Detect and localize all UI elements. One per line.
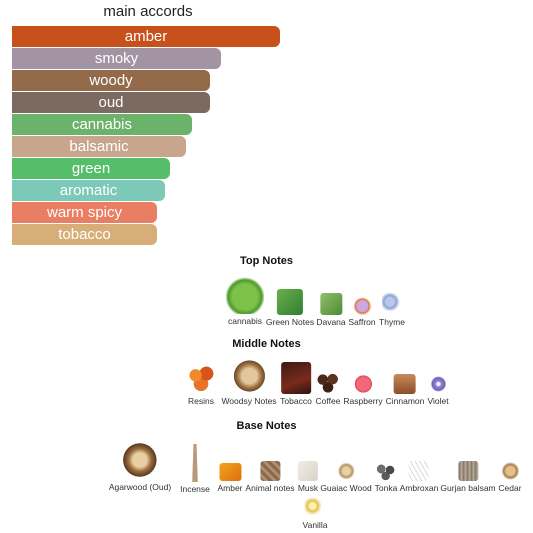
note-saffron[interactable]: Saffron — [348, 293, 376, 327]
note-incense[interactable]: Incense — [180, 440, 210, 494]
animal-notes-icon — [259, 461, 280, 481]
note-musk[interactable]: Musk — [298, 461, 318, 493]
note-label: Agarwood (Oud) — [108, 482, 172, 492]
accord-bar-amber[interactable]: amber — [12, 26, 280, 47]
accord-bar-warm-spicy[interactable]: warm spicy — [12, 202, 157, 223]
note-amber[interactable]: Amber — [217, 463, 243, 493]
thyme-icon — [381, 293, 402, 315]
accord-bar-aromatic[interactable]: aromatic — [12, 180, 165, 201]
note-label: Green Notes — [265, 317, 315, 327]
raspberry-icon — [353, 374, 373, 394]
amber-icon — [218, 463, 241, 481]
accord-label: oud — [98, 94, 124, 111]
accord-label: woody — [89, 72, 133, 89]
note-label: Raspberry — [343, 396, 383, 406]
note-cedar[interactable]: Cedar — [498, 461, 522, 493]
note-coffee[interactable]: Coffee — [315, 370, 341, 406]
tobacco-icon — [280, 362, 311, 394]
note-label: Cedar — [498, 483, 522, 493]
note-label: Tonka — [374, 483, 398, 493]
note-label: Animal notes — [245, 483, 295, 493]
note-label: Incense — [180, 484, 210, 494]
accord-label: smoky — [94, 50, 139, 67]
musk-icon — [298, 461, 318, 481]
note-tobacco[interactable]: Tobacco — [280, 362, 312, 406]
note-raspberry[interactable]: Raspberry — [343, 374, 383, 406]
saffron-icon — [351, 293, 372, 315]
resins-icon — [183, 360, 219, 394]
note-green-notes[interactable]: Green Notes — [266, 289, 314, 327]
note-label: Tobacco — [280, 396, 312, 406]
accord-label: green — [71, 160, 111, 177]
accord-label: amber — [124, 28, 168, 45]
base-notes-title: Base Notes — [236, 420, 297, 432]
ambroxan-icon — [409, 461, 429, 481]
accord-bar-balsamic[interactable]: balsamic — [12, 136, 186, 157]
agarwood-icon — [120, 440, 160, 480]
note-label: cannabis — [227, 316, 263, 326]
note-davana[interactable]: Davana — [316, 293, 346, 327]
note-tonka[interactable]: Tonka — [374, 461, 398, 493]
accord-bar-smoky[interactable]: smoky — [12, 48, 221, 69]
violet-icon — [427, 374, 448, 394]
note-ambroxan[interactable]: Ambroxan — [399, 461, 439, 493]
main-accords-title: main accords — [103, 3, 193, 20]
note-agarwood[interactable]: Agarwood (Oud) — [109, 440, 171, 492]
note-thyme[interactable]: Thyme — [379, 293, 405, 327]
cedar-icon — [499, 461, 521, 481]
accord-bar-green[interactable]: green — [12, 158, 170, 179]
note-label: Coffee — [315, 396, 341, 406]
coffee-icon — [315, 370, 341, 394]
note-label: Vanilla — [302, 520, 328, 530]
accord-label: tobacco — [58, 226, 111, 243]
note-violet[interactable]: Violet — [427, 374, 449, 406]
note-label: Ambroxan — [399, 483, 439, 493]
note-label: Musk — [297, 483, 319, 493]
gurjan-balsam-icon — [458, 461, 478, 481]
note-guaiac-wood[interactable]: Guaiac Wood — [320, 461, 372, 493]
note-resins[interactable]: Resins — [183, 360, 219, 406]
accord-bar-tobacco[interactable]: tobacco — [12, 224, 157, 245]
accord-bar-woody[interactable]: woody — [12, 70, 210, 91]
note-label: Saffron — [348, 317, 376, 327]
note-label: Violet — [427, 396, 449, 406]
tonka-icon — [375, 461, 397, 481]
note-cannabis[interactable]: cannabis — [226, 276, 264, 326]
woodsy-notes-icon — [231, 358, 267, 394]
note-animal-notes[interactable]: Animal notes — [245, 461, 295, 493]
davana-icon — [320, 293, 342, 315]
green-notes-icon — [276, 289, 303, 315]
note-label: Guaiac Wood — [320, 483, 372, 493]
vanilla-icon — [304, 498, 325, 518]
top-notes-title: Top Notes — [240, 255, 293, 267]
accord-label: warm spicy — [46, 204, 122, 221]
accord-bar-cannabis[interactable]: cannabis — [12, 114, 192, 135]
note-cinnamon[interactable]: Cinnamon — [385, 374, 425, 406]
note-label: Gurjan balsam — [440, 483, 496, 493]
note-label: Davana — [316, 317, 346, 327]
note-label: Resins — [188, 396, 214, 406]
cannabis-icon — [226, 276, 264, 314]
note-label: Cinnamon — [385, 396, 425, 406]
guaiac-wood-icon — [335, 461, 356, 481]
accord-label: balsamic — [69, 138, 129, 155]
middle-notes-title: Middle Notes — [232, 338, 301, 350]
note-label: Amber — [217, 483, 243, 493]
note-woodsy-notes[interactable]: Woodsy Notes — [221, 358, 277, 406]
accord-label: aromatic — [59, 182, 118, 199]
note-label: Woodsy Notes — [221, 396, 277, 406]
note-gurjan-balsam[interactable]: Gurjan balsam — [440, 461, 496, 493]
note-label: Thyme — [379, 317, 405, 327]
accord-bar-oud[interactable]: oud — [12, 92, 210, 113]
accord-label: cannabis — [71, 116, 133, 133]
cinnamon-icon — [394, 374, 416, 394]
incense-icon — [192, 440, 198, 482]
note-vanilla[interactable]: Vanilla — [302, 498, 328, 530]
